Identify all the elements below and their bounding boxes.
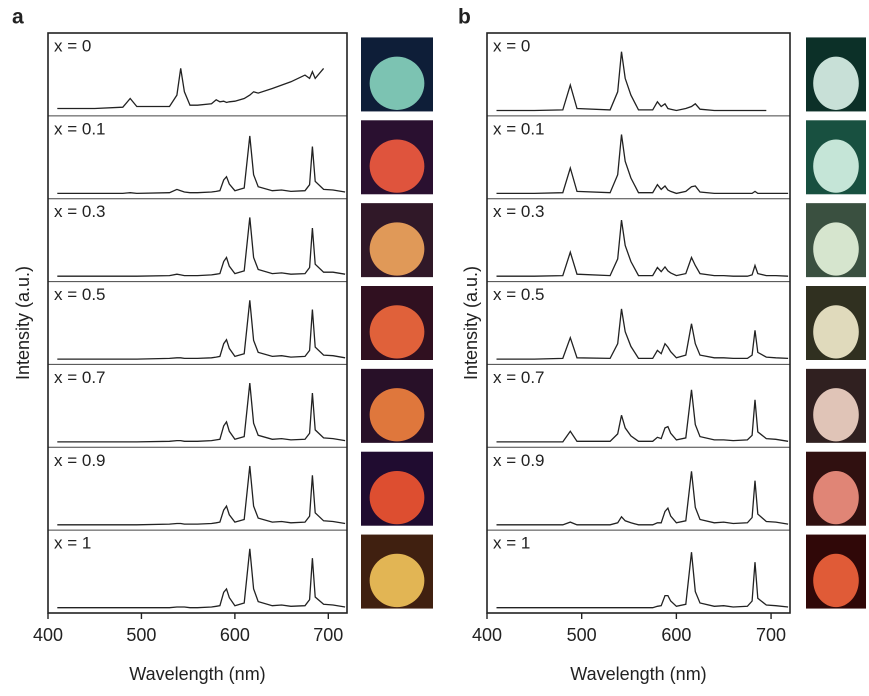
series-label: x = 0.1 [493, 119, 545, 138]
spectrum-line [57, 135, 346, 195]
x-tick-label: 600 [220, 625, 250, 645]
plot-frame [486, 32, 791, 614]
series-label: x = 0.9 [54, 451, 106, 470]
spectrum-line [496, 552, 789, 609]
x-tick-label: 400 [33, 625, 63, 645]
sample-glow [813, 139, 859, 193]
x-tick-label: 600 [661, 625, 691, 645]
sample-glow [813, 553, 859, 608]
series-label: x = 0.5 [493, 285, 545, 304]
plot-frame [47, 32, 348, 614]
series-label: x = 0.3 [54, 202, 106, 221]
series-label: x = 1 [493, 534, 530, 553]
series-label: x = 1 [54, 534, 91, 553]
spectrum-line [496, 51, 767, 112]
spectrum-line [496, 220, 789, 277]
sample-glow [369, 553, 425, 608]
sample-glow [369, 139, 425, 193]
spectrum-line [496, 389, 789, 443]
series-label: x = 0.5 [54, 285, 106, 304]
x-tick-label: 700 [313, 625, 343, 645]
sample-glow [813, 388, 859, 442]
series-label: x = 0.3 [493, 202, 545, 221]
sample-glow [813, 222, 859, 276]
x-tick-label: 500 [567, 625, 597, 645]
series-label: x = 0.7 [54, 368, 106, 387]
series-label: x = 0 [54, 36, 91, 55]
series-label: x = 0.9 [493, 451, 545, 470]
spectrum-line [496, 308, 789, 360]
panel-label: a [12, 6, 24, 29]
spectrum-line [57, 383, 346, 443]
series-label: x = 0 [493, 36, 530, 55]
spectrum-line [57, 300, 346, 360]
x-axis-label: Wavelength (nm) [129, 664, 265, 684]
series-label: x = 0.1 [54, 119, 106, 138]
sample-glow [369, 222, 425, 276]
sample-glow [369, 388, 425, 442]
spectrum-line [57, 67, 325, 110]
x-tick-label: 700 [756, 625, 786, 645]
series-label: x = 0.7 [493, 368, 545, 387]
sample-glow [813, 305, 859, 359]
x-tick-label: 400 [472, 625, 502, 645]
x-tick-label: 500 [126, 625, 156, 645]
spectrum-line [496, 471, 789, 526]
spectrum-line [496, 134, 789, 195]
sample-glow [813, 56, 859, 110]
spectrum-line [57, 465, 346, 526]
sample-glow [369, 470, 425, 525]
sample-glow [369, 56, 425, 110]
x-axis-label: Wavelength (nm) [570, 664, 706, 684]
spectrum-line [57, 548, 346, 609]
panel-label: b [458, 6, 471, 29]
spectrum-line [57, 217, 346, 277]
y-axis-label: Intensity (a.u.) [461, 266, 481, 380]
sample-glow [369, 305, 425, 359]
y-axis-label: Intensity (a.u.) [13, 266, 33, 380]
sample-glow [813, 470, 859, 525]
